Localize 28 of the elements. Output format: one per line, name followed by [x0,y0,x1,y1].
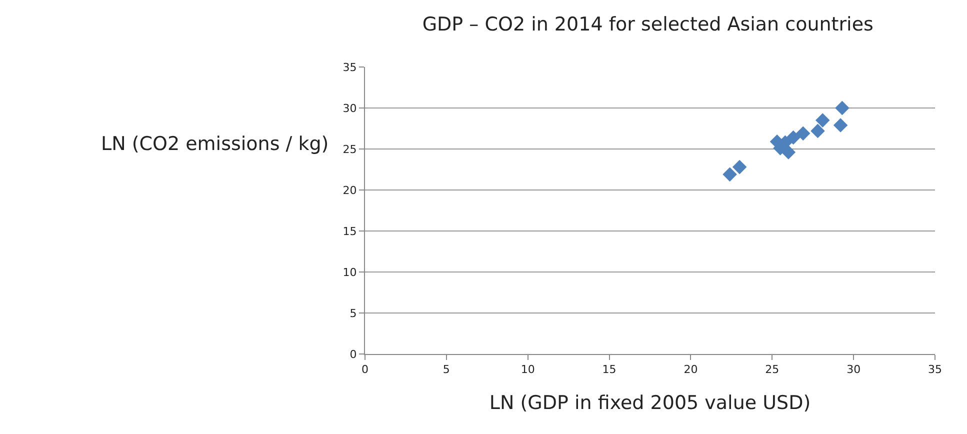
x-tick-label: 10 [520,363,535,376]
x-tick-label: 30 [846,363,861,376]
y-tick-label: 20 [342,184,357,197]
y-tick-label: 35 [342,60,357,74]
point [722,167,737,182]
y-tick-label: 0 [350,348,357,361]
x-axis-title: LN (GDP in fixed 2005 value USD) [489,392,811,414]
y-tick-label: 25 [342,142,357,156]
x-tick-label: 35 [928,363,942,376]
point [781,145,796,160]
x-tick-label: 20 [684,363,698,376]
y-axis-title: LN (CO2 emissions / kg) [101,133,329,155]
x-tick-label: 25 [765,363,780,376]
point [835,100,850,116]
point [732,160,747,174]
x-tick-label: 0 [362,363,368,376]
y-tick-label: 10 [342,266,357,279]
x-tick-label: 5 [442,363,450,376]
point [786,130,800,145]
point [810,124,825,138]
chart-title: GDP – CO2 in 2014 for selected Asian countries [422,14,874,36]
x-tick-label: 15 [602,363,616,376]
point [815,113,830,128]
y-tick-label: 15 [342,224,357,238]
point [796,126,810,141]
y-tick-label: 5 [350,306,357,320]
point [833,118,848,132]
y-tick-label: 30 [342,102,357,115]
